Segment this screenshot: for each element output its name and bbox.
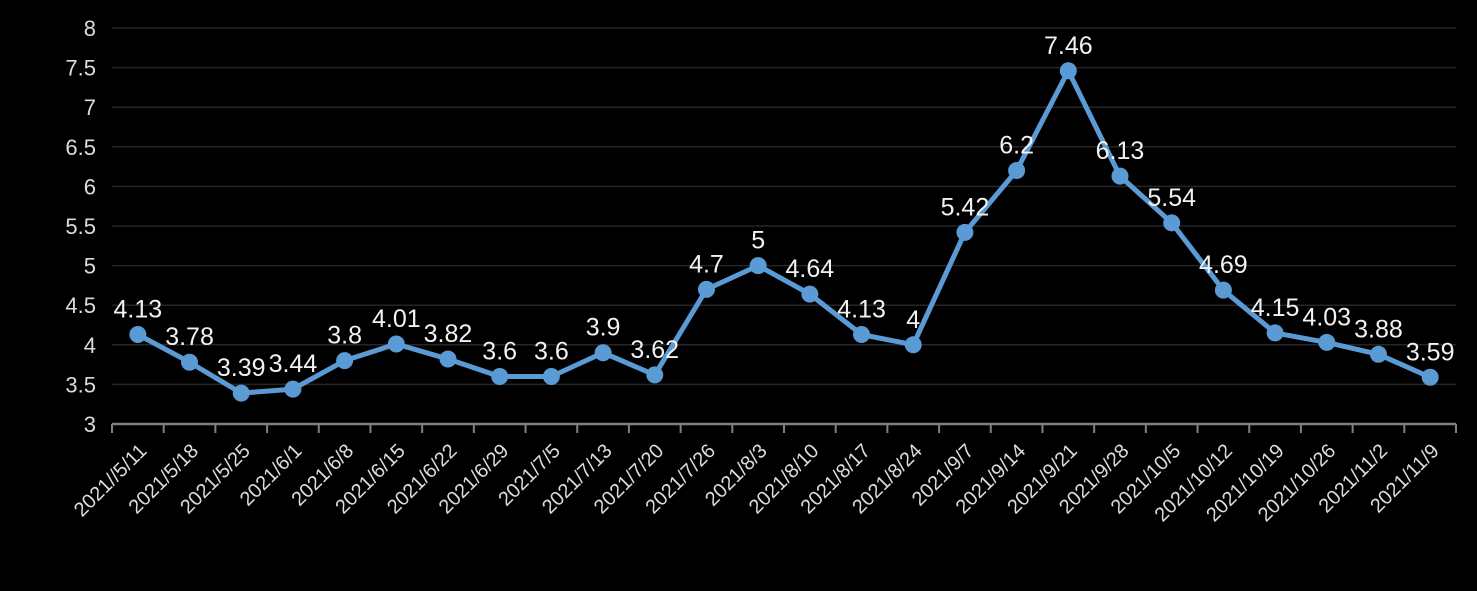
data-point-label: 4.7 <box>689 250 724 278</box>
data-point-label: 4.13 <box>837 296 886 324</box>
data-point-label: 3.62 <box>630 336 679 364</box>
data-point-label: 3.44 <box>269 350 318 378</box>
data-point-label: 4 <box>906 306 920 334</box>
data-point-marker <box>336 352 354 370</box>
y-tick-label: 6 <box>84 174 96 199</box>
data-point-label: 4.13 <box>114 296 163 324</box>
y-tick-label: 8 <box>84 16 96 41</box>
y-tick-label: 3 <box>84 412 96 437</box>
data-point-label: 6.13 <box>1096 137 1145 165</box>
data-point-label: 6.2 <box>999 132 1034 160</box>
x-axis-group <box>111 422 1457 433</box>
data-point-marker <box>284 380 302 398</box>
data-point-label: 3.6 <box>482 337 517 365</box>
x-axis-labels-group: 2021//5/112021/5/182021/5/252021/6/12021… <box>70 440 1444 526</box>
data-point-marker <box>1421 368 1439 386</box>
data-point-label: 3.88 <box>1354 315 1403 343</box>
data-point-label: 4.03 <box>1302 303 1351 331</box>
data-point-marker <box>1111 167 1129 185</box>
data-point-label: 5 <box>751 227 765 255</box>
data-point-label: 3.9 <box>586 314 621 342</box>
data-point-marker <box>956 223 974 241</box>
data-point-marker <box>491 367 509 385</box>
data-point-label: 7.46 <box>1044 32 1093 60</box>
y-tick-label: 7.5 <box>65 56 96 81</box>
data-series-group <box>129 62 1439 402</box>
data-point-label: 4.69 <box>1199 251 1248 279</box>
data-point-marker <box>801 285 819 303</box>
data-point-marker <box>232 384 250 402</box>
data-point-marker <box>1369 345 1387 363</box>
data-point-marker <box>542 367 560 385</box>
data-point-marker <box>594 344 612 362</box>
data-point-label: 3.8 <box>327 322 362 350</box>
y-tick-label: 5.5 <box>65 214 96 239</box>
data-point-marker <box>1318 333 1336 351</box>
y-tick-label: 6.5 <box>65 135 96 160</box>
data-point-label: 4.15 <box>1251 294 1300 322</box>
y-tick-label: 3.5 <box>65 372 96 397</box>
data-point-label: 5.42 <box>941 193 990 221</box>
data-point-marker <box>646 366 664 384</box>
series-line <box>135 68 1433 396</box>
data-point-marker <box>904 336 922 354</box>
data-point-marker <box>129 326 147 344</box>
y-tick-label: 5 <box>84 254 96 279</box>
data-point-marker <box>1266 324 1284 342</box>
data-point-marker <box>181 353 199 371</box>
data-point-marker <box>1059 62 1077 80</box>
y-tick-label: 4.5 <box>65 293 96 318</box>
data-point-marker <box>853 326 871 344</box>
data-point-label: 3.78 <box>165 323 214 351</box>
data-labels-group: 4.133.783.39 3.443.84.013.823.6 3.63.93.62… <box>114 32 1455 382</box>
data-point-label: 3.39 <box>217 354 266 382</box>
y-tick-label: 7 <box>84 95 96 120</box>
data-point-marker <box>1214 281 1232 299</box>
gridlines-group <box>112 27 1456 386</box>
data-point-marker <box>439 350 457 368</box>
data-point-marker <box>1008 162 1026 180</box>
data-point-label: 3.59 <box>1406 338 1455 366</box>
data-point-marker <box>697 280 715 298</box>
data-point-marker <box>749 257 767 275</box>
data-point-marker <box>387 335 405 353</box>
y-tick-label: 4 <box>84 333 96 358</box>
data-point-label: 3.82 <box>424 320 473 348</box>
data-point-label: 3.6 <box>534 337 569 365</box>
data-point-marker <box>1163 214 1181 232</box>
data-point-label: 5.54 <box>1147 184 1196 212</box>
data-point-label: 4.01 <box>372 305 421 333</box>
y-axis-labels-group: 8 7.5 7 6.5 6 5.5 5 4.5 4 3.5 3 <box>65 16 96 437</box>
data-point-label: 4.64 <box>786 255 835 283</box>
